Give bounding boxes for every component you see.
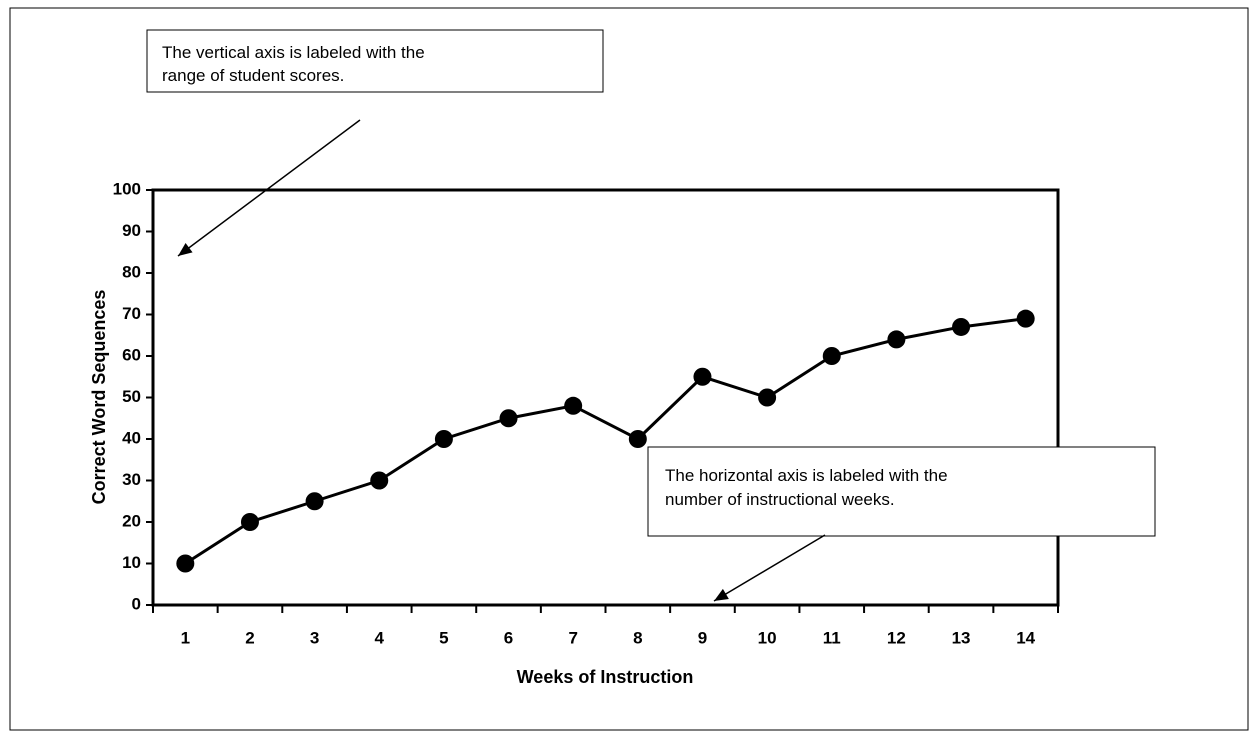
annotation-text: The vertical axis is labeled with the xyxy=(162,43,425,62)
data-point xyxy=(434,430,453,448)
data-point xyxy=(240,513,259,531)
data-point xyxy=(370,471,389,490)
x-tick-label: 8 xyxy=(633,628,642,647)
x-tick-label: 6 xyxy=(504,628,513,647)
annotation-box xyxy=(146,29,604,93)
arrow-head xyxy=(178,243,193,256)
x-tick-label: 11 xyxy=(823,628,841,647)
y-tick-label: 0 xyxy=(132,594,141,613)
y-tick-label: 10 xyxy=(122,553,141,572)
annotation-text: The horizontal axis is labeled with the xyxy=(665,466,948,485)
y-tick-label: 90 xyxy=(122,221,141,240)
y-axis-title: Correct Word Sequences xyxy=(89,290,109,505)
x-tick-label: 12 xyxy=(887,628,906,647)
y-tick-label: 40 xyxy=(122,428,141,447)
data-point xyxy=(693,367,712,386)
y-tick-label: 100 xyxy=(113,179,141,198)
y-tick-label: 50 xyxy=(122,387,141,406)
x-tick-label: 3 xyxy=(310,628,319,647)
data-point xyxy=(305,492,324,511)
arrow-head xyxy=(714,588,729,601)
data-line xyxy=(184,317,1026,565)
y-tick-label: 60 xyxy=(122,345,141,364)
arrow-line xyxy=(713,534,826,602)
x-tick-label: 14 xyxy=(1016,628,1035,647)
x-tick-label: 7 xyxy=(568,628,577,647)
data-point xyxy=(499,409,518,428)
annotation-text: number of instructional weeks. xyxy=(665,490,895,509)
x-tick-label: 13 xyxy=(952,628,971,647)
data-point xyxy=(887,330,906,349)
y-tick-label: 80 xyxy=(122,262,141,281)
data-point xyxy=(952,317,971,336)
data-point xyxy=(822,347,841,365)
x-tick-label: 2 xyxy=(245,628,254,647)
y-tick-label: 20 xyxy=(122,511,141,530)
x-tick-label: 5 xyxy=(439,628,448,647)
x-tick-label: 9 xyxy=(698,628,707,647)
x-axis-title: Weeks of Instruction xyxy=(517,667,694,687)
data-point xyxy=(1016,309,1035,328)
data-point xyxy=(628,430,647,448)
y-tick-label: 30 xyxy=(122,470,141,489)
x-tick-label: 1 xyxy=(181,628,190,647)
x-tick-label: 4 xyxy=(375,628,385,647)
data-point xyxy=(564,396,583,415)
x-tick-label: 10 xyxy=(758,628,777,647)
y-tick-label: 70 xyxy=(122,304,141,323)
annotation-text: range of student scores. xyxy=(162,66,344,85)
annotation-box xyxy=(647,446,1156,537)
arrow-line xyxy=(177,119,361,257)
data-point xyxy=(176,554,195,573)
outer-frame xyxy=(9,7,1249,731)
data-point xyxy=(758,388,777,407)
